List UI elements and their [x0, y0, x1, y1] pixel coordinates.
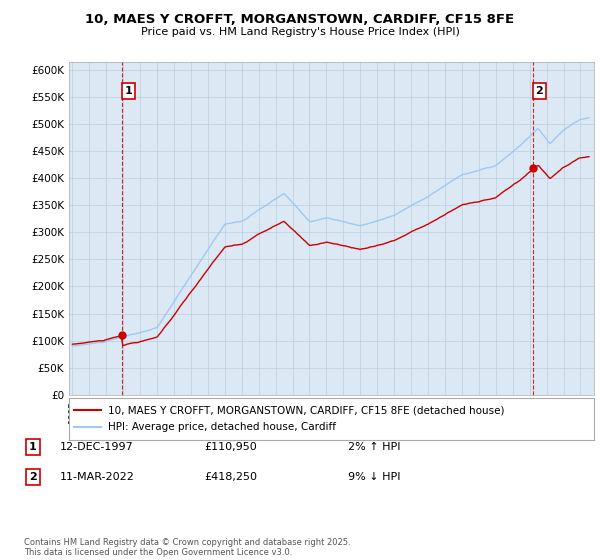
Text: £110,950: £110,950: [204, 442, 257, 452]
Text: 2: 2: [535, 86, 543, 96]
Text: £418,250: £418,250: [204, 472, 257, 482]
Text: 10, MAES Y CROFFT, MORGANSTOWN, CARDIFF, CF15 8FE: 10, MAES Y CROFFT, MORGANSTOWN, CARDIFF,…: [85, 13, 515, 26]
Text: 2% ↑ HPI: 2% ↑ HPI: [348, 442, 401, 452]
Text: Price paid vs. HM Land Registry's House Price Index (HPI): Price paid vs. HM Land Registry's House …: [140, 27, 460, 37]
Text: 1: 1: [29, 442, 37, 452]
Text: 1: 1: [125, 86, 133, 96]
Text: 10, MAES Y CROFFT, MORGANSTOWN, CARDIFF, CF15 8FE (detached house): 10, MAES Y CROFFT, MORGANSTOWN, CARDIFF,…: [109, 405, 505, 415]
Text: Contains HM Land Registry data © Crown copyright and database right 2025.
This d: Contains HM Land Registry data © Crown c…: [24, 538, 350, 557]
Text: 11-MAR-2022: 11-MAR-2022: [60, 472, 135, 482]
Text: HPI: Average price, detached house, Cardiff: HPI: Average price, detached house, Card…: [109, 422, 337, 432]
Text: 2: 2: [29, 472, 37, 482]
Text: 12-DEC-1997: 12-DEC-1997: [60, 442, 134, 452]
Text: 9% ↓ HPI: 9% ↓ HPI: [348, 472, 401, 482]
